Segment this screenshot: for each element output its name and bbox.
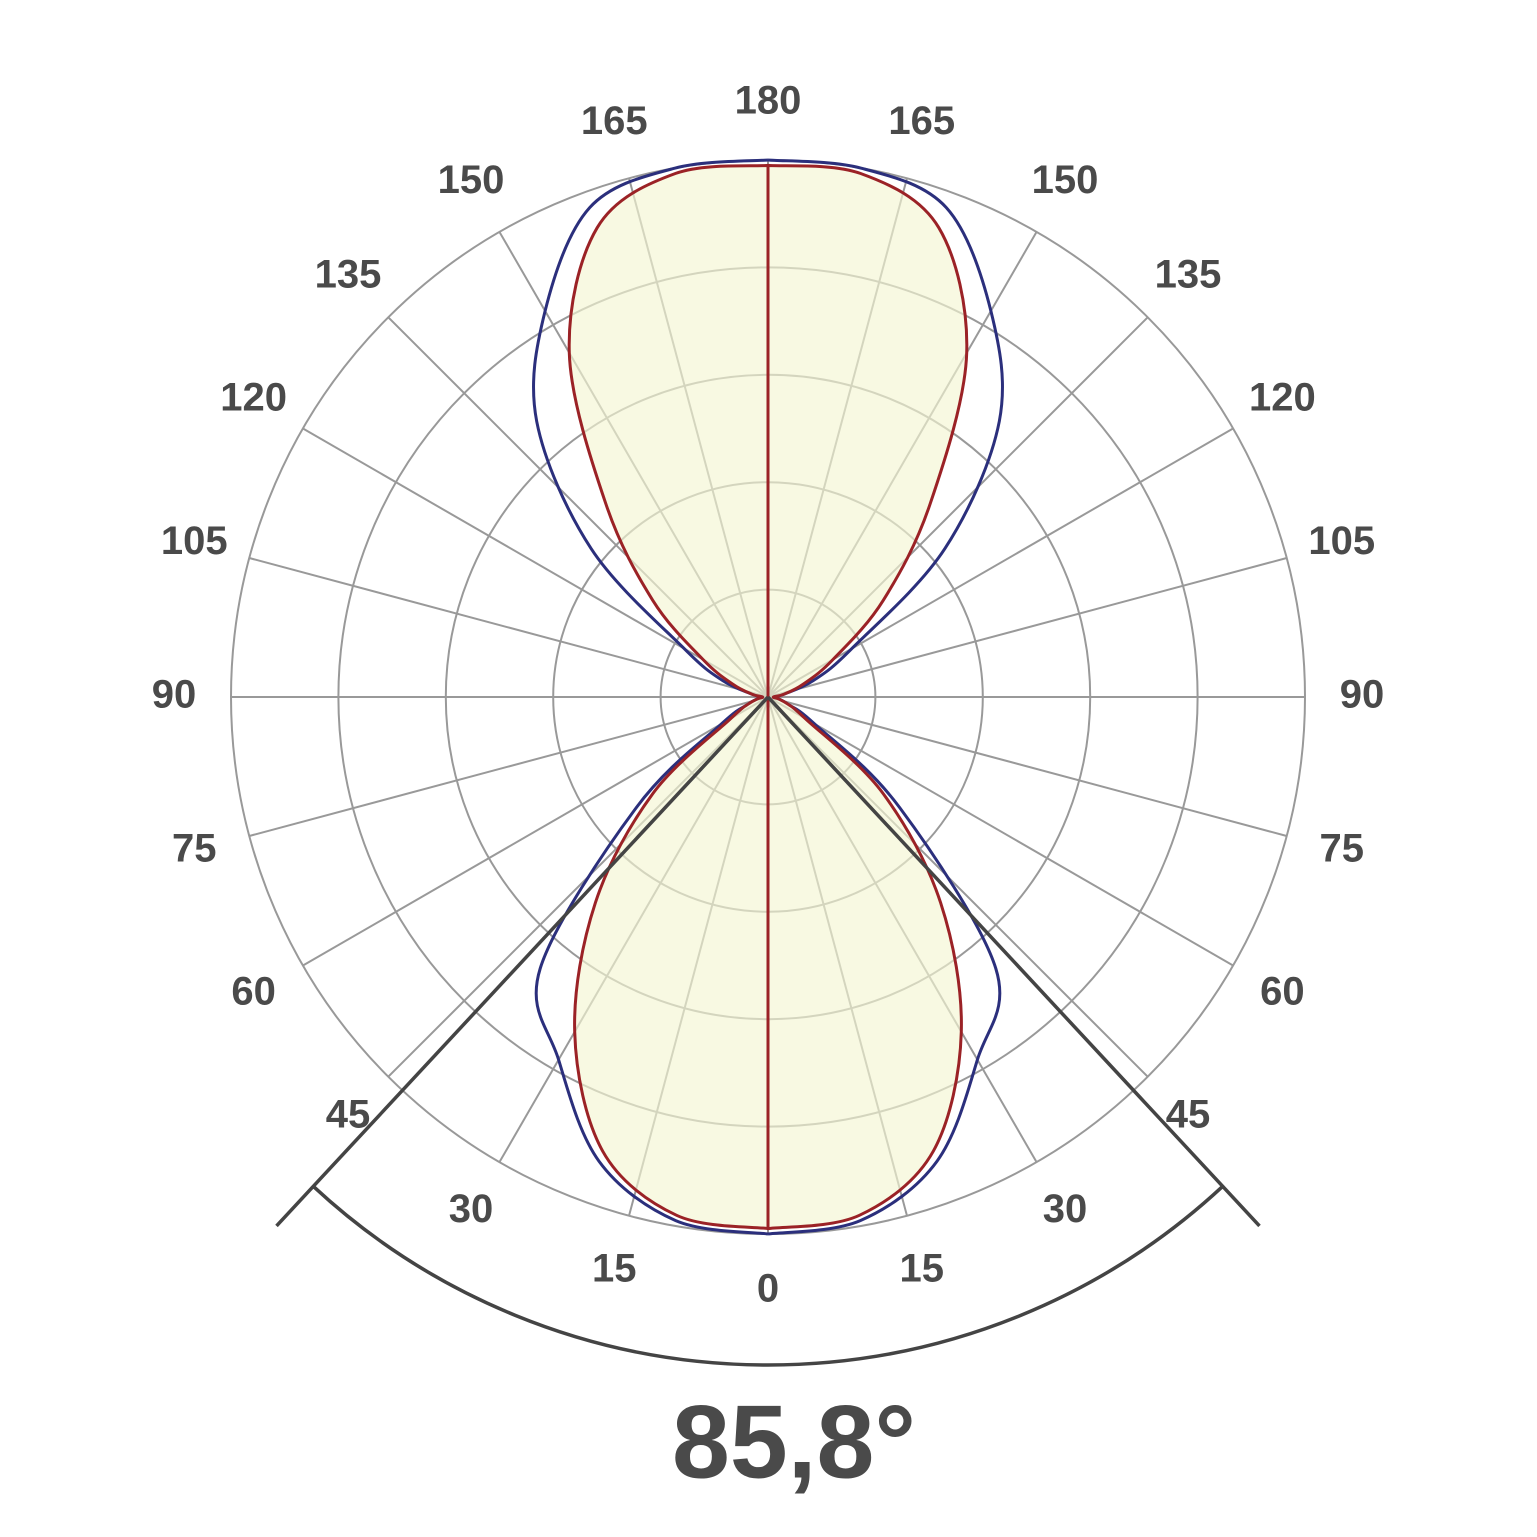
beam-edge <box>275 695 770 1228</box>
angle-label: 135 <box>315 253 382 297</box>
angle-label: 165 <box>888 99 955 143</box>
grid-spoke <box>249 696 769 837</box>
angle-label: 120 <box>220 376 287 420</box>
grid-spoke <box>249 557 769 698</box>
grid-spoke <box>302 427 769 698</box>
angle-label: 105 <box>161 519 228 563</box>
angle-label: 60 <box>231 970 276 1014</box>
angle-label: 30 <box>1043 1187 1088 1231</box>
angle-label: 165 <box>581 99 648 143</box>
angle-label: 150 <box>438 158 505 202</box>
angle-label: 75 <box>172 826 217 870</box>
beam-angle-label: 85,8° <box>672 1384 916 1500</box>
grid-spoke <box>302 696 769 967</box>
angle-label: 75 <box>1320 826 1365 870</box>
angle-label: 15 <box>592 1246 637 1290</box>
grid-spoke <box>767 696 1287 837</box>
curves <box>532 158 1004 1236</box>
labels: 0 15 15 30 30 45 45 60 60 75 75 90 90 105 105 120 120 135… <box>152 79 1385 1311</box>
intensity-curve <box>567 163 770 1231</box>
intensity-curve <box>766 163 969 1231</box>
angle-label: 60 <box>1260 970 1305 1014</box>
grid-spoke <box>767 696 1234 967</box>
beam-edge <box>766 695 1261 1228</box>
angle-label: 105 <box>1308 519 1375 563</box>
angle-label: 150 <box>1032 158 1099 202</box>
grid-spoke <box>767 427 1234 698</box>
angle-label: 0 <box>757 1267 779 1311</box>
angle-label: 90 <box>152 673 197 717</box>
beam-arc <box>312 1185 1224 1367</box>
angle-label: 120 <box>1249 376 1316 420</box>
angle-label: 45 <box>1166 1093 1211 1137</box>
angle-label: 15 <box>899 1246 944 1290</box>
angle-label: 45 <box>326 1093 371 1137</box>
grid-spoke <box>767 557 1287 698</box>
angle-label: 30 <box>449 1187 494 1231</box>
angle-label: 90 <box>1340 673 1385 717</box>
angle-label: 135 <box>1155 253 1222 297</box>
angle-label: 180 <box>735 79 802 123</box>
beam <box>275 695 1261 1367</box>
